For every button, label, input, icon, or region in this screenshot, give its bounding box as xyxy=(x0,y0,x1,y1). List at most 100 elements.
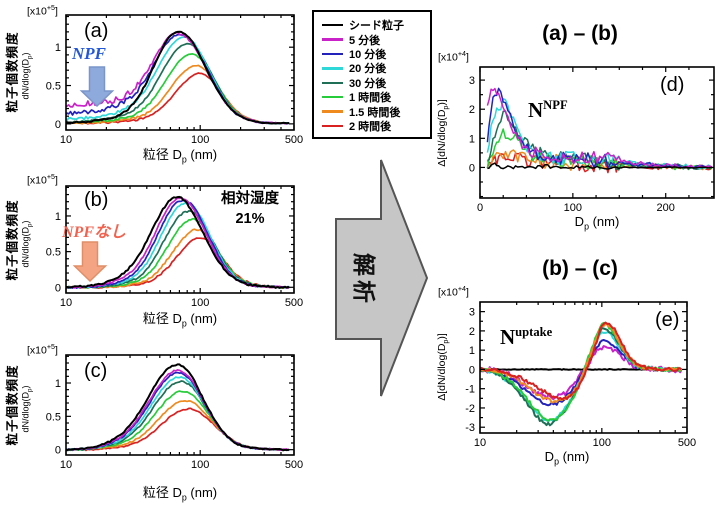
legend-line-swatch xyxy=(322,67,343,70)
legend-label: 1 時間後 xyxy=(349,92,392,105)
x-axis-label: 粒径 Dp (nm) xyxy=(142,485,218,503)
panel-d-difference-chart: 0 100 200 0 1 2 3 (a) – (b) [x10+4] Δ[dN/dlog(… xyxy=(430,18,720,240)
y-axis-label: Δ[dN/dlog(Dp)] xyxy=(435,333,451,401)
x-tick-label: 200 xyxy=(657,202,675,214)
analysis-arrow-label: 解析 xyxy=(351,253,377,307)
y-scale-note: [x10+4] xyxy=(438,50,469,64)
y-tick-label: 1 xyxy=(469,345,475,357)
x-tick-label: 100 xyxy=(191,134,209,146)
x-tick-label: 500 xyxy=(285,134,303,146)
x-tick-label: 100 xyxy=(191,297,209,309)
series-group xyxy=(66,195,290,290)
y-tick-label: 0 xyxy=(469,364,475,376)
series-line xyxy=(486,128,713,171)
legend-line-swatch xyxy=(322,52,343,56)
series-group xyxy=(66,363,290,452)
legend-line-swatch xyxy=(322,110,343,113)
plot-svg-a: 10 100 500 0 0.5 1 xyxy=(46,14,303,146)
y-tick-label: 0 xyxy=(55,119,61,131)
legend-line-swatch xyxy=(322,124,343,128)
y-tick-label: 3 xyxy=(469,307,475,319)
x-tick-label: 500 xyxy=(285,459,303,471)
y-axis-label-main: 粒子個数頻度 xyxy=(5,364,20,446)
series-line xyxy=(66,30,290,125)
y-tick-label: 2 xyxy=(469,326,475,338)
legend-label: 5 分後 xyxy=(349,34,381,47)
series-line xyxy=(66,407,290,452)
legend-item: 1 時間後 xyxy=(322,90,430,104)
series-line xyxy=(66,195,290,289)
series-line xyxy=(480,345,683,401)
y-tick-label: 1 xyxy=(55,378,61,390)
plot-svg-e: 10 100 500 -3 -2 -1 0 1 2 3 xyxy=(465,301,696,449)
y-tick-label: -1 xyxy=(465,384,475,396)
legend-item: 2 時間後 xyxy=(322,119,430,133)
relative-humidity-note: 相対湿度 21% xyxy=(221,191,279,227)
y-tick-label: 0 xyxy=(55,445,61,457)
y-tick-label: 0 xyxy=(469,162,475,174)
legend-item: 10 分後 xyxy=(322,47,430,61)
x-tick-label: 100 xyxy=(564,202,582,214)
series-line xyxy=(66,400,290,452)
x-tick-label: 100 xyxy=(593,437,611,449)
chart-title-e: (b) – (c) xyxy=(542,257,618,280)
analysis-arrow-shape xyxy=(335,159,429,397)
y-axis-label-main: 粒子個数頻度 xyxy=(5,199,20,281)
y-axis-label-sub: dN/dlog(Dp) xyxy=(20,385,34,433)
legend-label: シード粒子 xyxy=(349,20,404,33)
x-tick-label: 100 xyxy=(191,459,209,471)
legend-item: 5 分後 xyxy=(322,32,430,47)
x-axis-label: 粒径 Dp (nm) xyxy=(142,147,218,165)
panel-label-d: (d) xyxy=(660,74,685,96)
y-axis-label-main: 粒子個数頻度 xyxy=(5,31,20,113)
panel-e-difference-chart: 10 100 500 -3 -2 -1 0 1 2 3 (b) – (c) [x10+4] Δ[d… xyxy=(430,255,720,480)
y-tick-label: 0.5 xyxy=(46,247,61,259)
y-tick-label: 1 xyxy=(469,133,475,145)
legend-line-swatch xyxy=(322,38,343,41)
n-npf-annotation: NNPF xyxy=(528,98,568,122)
y-tick-label: 0.5 xyxy=(46,411,61,423)
panel-c-distribution-chart: 10 100 500 0 0.5 1 [x10+5] 粒子個数頻度 dN/dlog(Dp)… xyxy=(0,338,312,513)
legend-item: シード粒子 xyxy=(322,18,430,32)
n-uptake-annotation: Nuptake xyxy=(500,325,553,349)
x-axis-label: Dp (nm) xyxy=(574,214,620,232)
legend-label: 20 分後 xyxy=(349,63,387,76)
plot-svg-d: 0 100 200 0 1 2 3 xyxy=(469,66,715,214)
y-axis-label-sub: dN/dlog(Dp) xyxy=(20,52,34,100)
analysis-arrow xyxy=(335,159,429,397)
x-tick-label: 10 xyxy=(60,297,72,309)
down-arrow-icon xyxy=(72,241,108,283)
x-tick-label: 500 xyxy=(285,297,303,309)
series-line xyxy=(480,321,682,401)
y-scale-note: [x10+4] xyxy=(438,285,469,299)
down-arrow-icon xyxy=(79,66,115,108)
plot-svg-c: 10 100 500 0 0.5 1 xyxy=(46,354,303,471)
x-axis-label: 粒径 Dp (nm) xyxy=(142,311,218,329)
legend-label: 1.5 時間後 xyxy=(349,106,401,119)
y-tick-label: 2 xyxy=(469,104,475,116)
y-scale-note: [x10+5] xyxy=(27,173,58,187)
series-group xyxy=(480,321,683,427)
legend-label: 10 分後 xyxy=(349,48,387,61)
y-scale-note: [x10+5] xyxy=(27,4,58,18)
legend-label: 30 分後 xyxy=(349,77,387,90)
y-tick-label: 1 xyxy=(55,42,61,54)
x-axis-label: Dp (nm) xyxy=(544,449,590,467)
y-tick-label: -2 xyxy=(465,403,475,415)
legend-item: 20 分後 xyxy=(322,61,430,75)
x-tick-label: 10 xyxy=(60,459,72,471)
legend-item: 30 分後 xyxy=(322,76,430,90)
panel-b-distribution-chart: 10 100 500 0 0.5 1 [x10+5] 粒子個数頻度 dN/dlog(Dp)… xyxy=(0,170,312,335)
panel-label-b: (b) xyxy=(84,189,109,211)
panel-label-a: (a) xyxy=(84,20,109,42)
legend-line-swatch xyxy=(322,95,343,99)
series-line xyxy=(66,376,290,451)
legend-box: シード粒子 5 分後 10 分後 20 分後 30 分後 1 時間後 1.5 時間後 2 時間… xyxy=(312,10,432,139)
panel-label-c: (c) xyxy=(84,360,108,382)
series-group xyxy=(486,87,713,174)
y-tick-label: -3 xyxy=(465,422,475,434)
no-npf-annotation: NPFなし xyxy=(62,224,127,241)
legend-line-swatch xyxy=(322,81,343,84)
y-axis-label: Δ[dN/dlog(Dp)] xyxy=(435,99,451,167)
legend-line-swatch xyxy=(322,23,343,27)
